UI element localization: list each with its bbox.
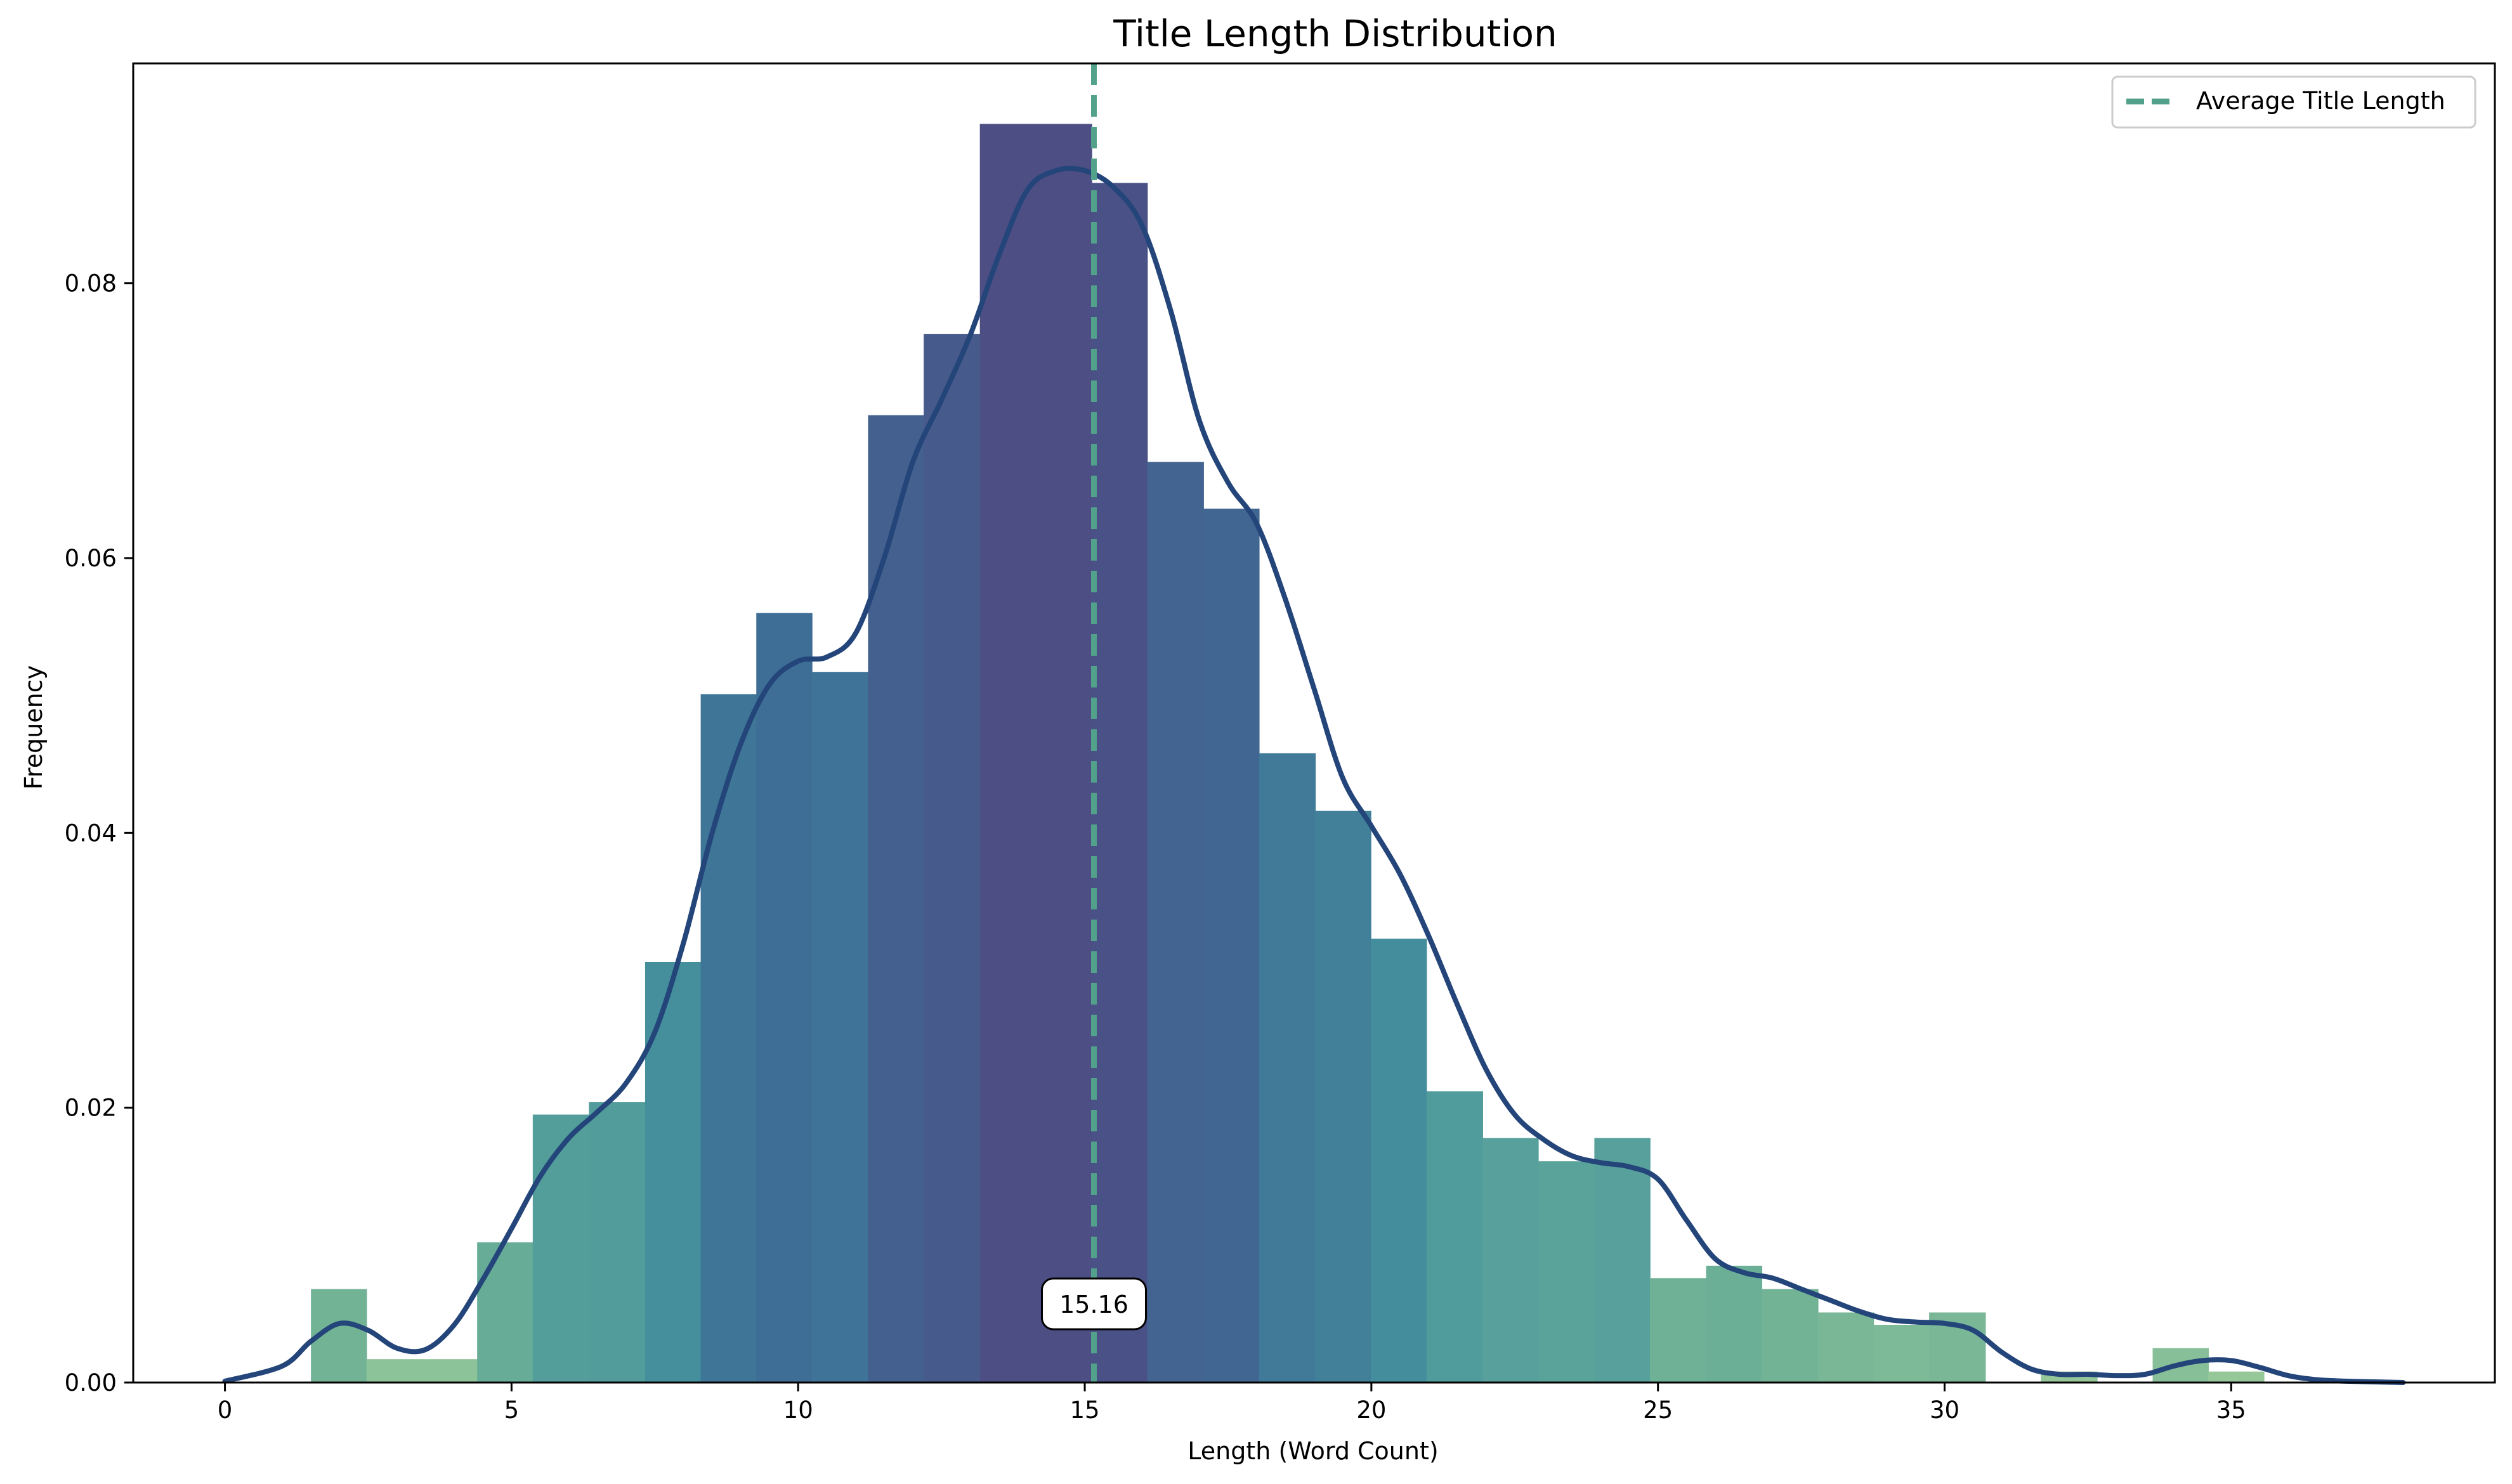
x-tick-label: 5 [504,1396,520,1424]
histogram-bar-2 [422,1359,478,1383]
y-axis-label: Frequency [20,665,48,790]
histogram-bar-14 [1091,183,1148,1383]
y-tick-label: 0.00 [65,1369,117,1396]
histogram-bar-4 [532,1114,590,1383]
histogram-bar-7 [700,694,757,1383]
histogram-bar-23 [1594,1138,1651,1383]
histogram-bar-17 [1259,753,1316,1383]
histogram-bar-25 [1706,1265,1763,1383]
histogram-bar-13 [1036,124,1092,1383]
mean-annotation-text: 15.16 [1059,1291,1128,1318]
y-tick-label: 0.08 [65,270,117,297]
histogram-bar-3 [477,1242,533,1383]
x-tick-label: 10 [783,1396,813,1424]
legend-box [2111,75,2476,129]
histogram-bar-22 [1538,1161,1595,1383]
histogram-bar-11 [924,334,981,1383]
mean-annotation: 15.16 [1041,1277,1148,1331]
chart-title: Title Length Distribution [1113,12,1557,55]
histogram-bar-8 [756,613,813,1383]
histogram-bars [311,124,2265,1383]
histogram-bar-19 [1370,939,1427,1383]
x-tick-label: 15 [1070,1396,1099,1424]
legend-label-mean: Average Title Length [2196,87,2445,115]
legend: Average Title Length [2111,75,2476,129]
x-axis-label: Length (Word Count) [1187,1437,1438,1465]
x-tick-label: 25 [1643,1396,1673,1424]
y-tick-label: 0.06 [65,545,117,572]
histogram-bar-18 [1315,810,1371,1383]
histogram-bar-16 [1203,509,1260,1383]
x-tick-label: 35 [2216,1396,2246,1424]
histogram-bar-9 [811,672,869,1383]
histogram-bar-6 [644,962,702,1383]
histogram-bar-10 [868,415,924,1383]
histogram-bar-12 [979,124,1037,1383]
histogram-bar-28 [1873,1325,1930,1383]
mean-annotation-box [1041,1277,1148,1331]
histogram-bar-5 [589,1102,646,1383]
y-axis-ticks: 0.00 0.02 0.04 0.06 0.08 [65,270,133,1396]
x-tick-label: 30 [1930,1396,1959,1424]
histogram-bar-15 [1147,462,1204,1383]
histogram-bar-24 [1650,1278,1707,1383]
histogram-bar-1 [366,1359,423,1383]
kde-curve [222,166,2406,1385]
histogram-bar-21 [1482,1138,1539,1383]
histogram-bar-20 [1426,1091,1483,1383]
y-tick-label: 0.02 [65,1095,117,1122]
histogram-bar-34 [2208,1371,2265,1383]
y-tick-label: 0.04 [65,819,117,847]
x-axis-ticks: 0 5 10 15 20 25 30 35 [218,1383,2246,1424]
x-tick-label: 20 [1356,1396,1386,1424]
histogram-bar-27 [1817,1312,1874,1383]
histogram-bar-26 [1762,1289,1819,1383]
x-tick-label: 0 [218,1396,233,1424]
plot-frame [132,62,2496,1384]
